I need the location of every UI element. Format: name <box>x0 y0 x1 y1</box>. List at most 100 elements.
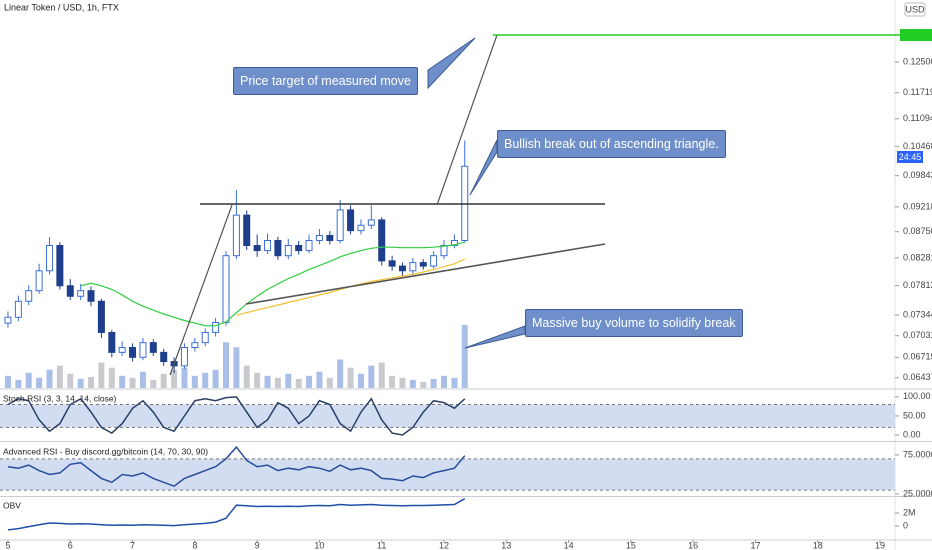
y-tick-label: 0.092185 <box>903 201 932 211</box>
indicator-line <box>7 445 466 488</box>
volume-bar <box>306 375 313 388</box>
candle-body <box>97 300 105 333</box>
volume-bar <box>67 373 74 388</box>
volume-bar <box>181 367 188 388</box>
pane-title: Stoch RSI (3, 3, 14, 14, close) <box>3 393 117 403</box>
callout-pointer <box>469 139 498 196</box>
volume-bar <box>150 379 157 388</box>
candle-body <box>108 331 116 353</box>
candle-body <box>129 346 137 358</box>
candle-body <box>409 262 417 272</box>
x-tick-label: 16 <box>688 540 698 550</box>
candle-body <box>305 239 313 252</box>
candle-body <box>378 219 386 262</box>
y-tick-label: 0.073440 <box>903 309 932 319</box>
callout-pointer <box>427 37 476 90</box>
volume-bar <box>98 362 105 388</box>
candle-body <box>336 209 344 241</box>
y-tick-label: 0.104685 <box>903 141 932 151</box>
candle-body <box>315 235 323 241</box>
candle-body <box>149 342 157 353</box>
moving-average <box>80 241 465 327</box>
x-tick-label: 15 <box>626 540 636 550</box>
y-tick-label: 75.000000 <box>903 449 932 459</box>
x-tick-label: 5 <box>5 540 10 550</box>
callout-pointer <box>464 325 526 349</box>
volume-bar <box>25 372 32 388</box>
y-tick-label: 100.00 <box>903 391 931 401</box>
candle-body <box>191 342 199 348</box>
candle-body <box>87 290 95 302</box>
candle-body <box>243 214 251 246</box>
candle-body <box>367 219 375 226</box>
candle-body <box>212 321 220 333</box>
candle-body <box>264 239 272 252</box>
volume-bar <box>441 375 448 388</box>
volume-bar <box>77 378 84 388</box>
candle-body <box>253 244 261 252</box>
volume-bar <box>389 375 396 388</box>
candle-body <box>180 346 188 367</box>
volume-bar <box>88 376 95 388</box>
volume-bar <box>4 375 11 388</box>
candle-body <box>160 351 168 363</box>
volume-bar <box>326 377 333 388</box>
x-tick-label: 11 <box>377 540 386 550</box>
x-tick-label: 19 <box>875 540 885 550</box>
y-tick-label: 0.087500 <box>903 226 932 236</box>
support-line <box>245 243 606 305</box>
candle-body <box>77 290 85 297</box>
y-tick-label: 25.000000 <box>903 488 932 498</box>
candle-body <box>222 255 230 323</box>
candle-body <box>25 290 33 302</box>
currency-button[interactable] <box>904 2 926 17</box>
volume-bar <box>274 377 281 388</box>
volume-bar <box>420 381 427 388</box>
volume-bar <box>191 375 198 388</box>
candle-body <box>326 235 334 241</box>
volume-bar <box>222 342 229 388</box>
x-tick-label: 17 <box>750 540 760 550</box>
candle-body <box>232 214 240 257</box>
volume-bar <box>108 367 115 388</box>
y-tick-label: 0.125000 <box>903 56 932 66</box>
volume-bar <box>119 375 126 388</box>
x-tick-label: 12 <box>439 540 449 550</box>
volume-bar <box>171 369 178 388</box>
volume-bar <box>56 365 63 388</box>
annotation: Massive buy volume to solidify break <box>525 309 743 337</box>
volume-bar <box>368 365 375 388</box>
volume-bar <box>212 369 219 388</box>
volume-bar <box>347 367 354 388</box>
volume-bar <box>461 325 468 388</box>
candle-body <box>284 244 292 257</box>
volume-bar <box>357 373 364 388</box>
volume-bar <box>295 378 302 388</box>
volume-bar <box>264 375 271 388</box>
x-tick-label: 18 <box>813 540 823 550</box>
volume-bar <box>337 359 344 388</box>
volume-bar <box>378 362 385 388</box>
candle-body <box>357 224 365 232</box>
indicator-line <box>7 396 466 436</box>
y-tick-label: 0.098435 <box>903 170 932 180</box>
candle-body <box>139 342 147 358</box>
y-tick-label: 0 <box>903 520 908 530</box>
pane-title: OBV <box>3 500 21 510</box>
x-tick-label: 10 <box>314 540 324 550</box>
measure-line <box>436 34 498 206</box>
candle-body <box>118 346 126 353</box>
x-tick-label: 7 <box>130 540 135 550</box>
marks: 0.125000 0.117190 0.110940 0.104685 0.098435… <box>0 56 932 550</box>
annotation: Price target of measured move <box>233 67 418 95</box>
volume-bar <box>409 379 416 388</box>
x-tick-label: 14 <box>564 540 574 550</box>
candle-body <box>35 270 43 292</box>
currency-button-label[interactable]: USD <box>905 4 925 14</box>
candle-body <box>419 262 427 267</box>
y-tick-label: 0.070315 <box>903 330 932 340</box>
candle-body <box>201 331 209 344</box>
candle-body <box>274 239 282 257</box>
